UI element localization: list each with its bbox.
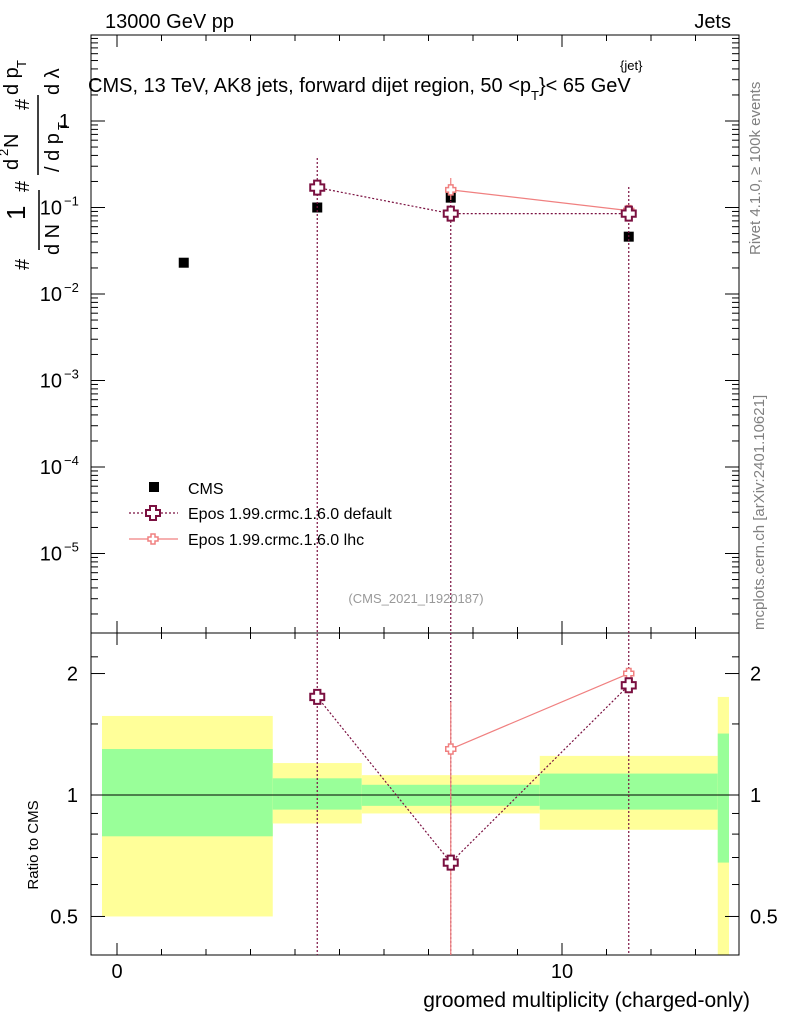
lhc-point-main-0 xyxy=(445,184,457,196)
plot-title: CMS, 13 TeV, AK8 jets, forward dijet reg… xyxy=(88,75,631,103)
ratio-band-green-4 xyxy=(717,733,729,863)
y-tick-exponent-2: −2 xyxy=(64,280,79,295)
default-line-main xyxy=(317,186,629,215)
y-tick-exponent-5: −5 xyxy=(64,540,79,555)
data-marks xyxy=(178,158,637,955)
plot-title-sup: {jet} xyxy=(620,58,643,73)
y-tick-label-5: 10 xyxy=(40,544,62,566)
plot-title-end: }< 65 GeV xyxy=(539,75,631,97)
legend-label-lhc: Epos 1.99.crmc.1.6.0 lhc xyxy=(188,532,364,549)
rivet-version-label: Rivet 4.1.0, ≥ 100k events xyxy=(747,82,764,255)
ratio-band-green-0 xyxy=(102,749,273,837)
ratio-uncertainty-bands xyxy=(102,696,729,955)
x-tick-label-1: 10 xyxy=(551,961,573,983)
legend-label-default: Epos 1.99.crmc.1.6.0 default xyxy=(188,506,392,523)
ratio-tick-label-2: 2 xyxy=(67,664,78,686)
ratio-tick-label-right-1: 1 xyxy=(750,785,761,807)
ratio-tick-label-0: 0.5 xyxy=(50,906,78,928)
svg-text:/ d p: / d p xyxy=(42,133,64,172)
lhc-line-ratio xyxy=(450,672,629,750)
svg-text:T: T xyxy=(55,122,70,130)
cms-point-0 xyxy=(178,257,189,268)
legend-marker-default xyxy=(145,505,161,521)
legend-marker-lhc xyxy=(147,533,159,545)
default-point-main-0 xyxy=(309,179,326,196)
y-tick-label-3: 10 xyxy=(40,371,62,393)
svg-text:d N: d N xyxy=(42,224,64,255)
legend-marker-cms xyxy=(149,482,159,492)
y-tick-exponent-3: −3 xyxy=(64,367,79,382)
legend: CMS Epos 1.99.crmc.1.6.0 default Epos 1.… xyxy=(129,481,392,549)
default-point-main-1 xyxy=(442,205,459,222)
y-axis-label-ratio: Ratio to CMS xyxy=(25,800,42,889)
y-tick-label-1: 10 xyxy=(40,198,62,220)
svg-text:#: # xyxy=(12,258,34,270)
header-left-label: 13000 GeV pp xyxy=(105,11,234,33)
y-tick-label-2: 10 xyxy=(40,284,62,306)
svg-text:#: # xyxy=(12,180,34,192)
default-point-main-2 xyxy=(620,205,637,222)
ratio-tick-label-right-0: 0.5 xyxy=(750,906,778,928)
y-tick-label-4: 10 xyxy=(40,457,62,479)
svg-text:T: T xyxy=(14,60,29,68)
svg-text:2: 2 xyxy=(0,149,11,156)
y-axis-label-main: # 1 d N # d 2 N / d p T # d p T d λ xyxy=(0,60,70,270)
y-tick-exponent-1: −1 xyxy=(64,194,79,209)
svg-text:1: 1 xyxy=(1,206,31,220)
y-tick-label-0: 1 xyxy=(59,111,70,133)
mcplots-label: mcplots.cern.ch [arXiv:2401.10621] xyxy=(751,395,768,630)
lhc-point-ratio-1 xyxy=(623,667,635,680)
y-tick-exponent-4: −4 xyxy=(64,453,79,468)
ratio-tick-label-right-2: 2 xyxy=(750,664,761,686)
lhc-line-main xyxy=(450,189,629,212)
x-tick-label-0: 0 xyxy=(111,961,122,983)
svg-text:d p: d p xyxy=(1,67,23,95)
x-axis-label: groomed multiplicity (charged-only) xyxy=(423,989,750,1012)
default-point-ratio-0 xyxy=(309,688,326,705)
axis-ticks xyxy=(91,35,739,955)
header-right-label: Jets xyxy=(694,11,731,33)
svg-text:#: # xyxy=(12,98,34,110)
ratio-plot-frame xyxy=(90,632,740,956)
plot-title-main: CMS, 13 TeV, AK8 jets, forward dijet reg… xyxy=(88,75,531,97)
default-point-ratio-1 xyxy=(442,854,459,871)
svg-text:N: N xyxy=(1,134,23,148)
legend-label-cms: CMS xyxy=(188,481,224,498)
svg-text:d: d xyxy=(1,159,23,170)
ratio-tick-label-1: 1 xyxy=(67,785,78,807)
plot-title-sub: T xyxy=(531,88,539,103)
svg-text:d λ: d λ xyxy=(42,68,64,95)
lhc-point-ratio-0 xyxy=(445,743,457,755)
default-point-ratio-2 xyxy=(620,677,637,694)
analysis-watermark: (CMS_2021_I1920187) xyxy=(348,591,483,606)
